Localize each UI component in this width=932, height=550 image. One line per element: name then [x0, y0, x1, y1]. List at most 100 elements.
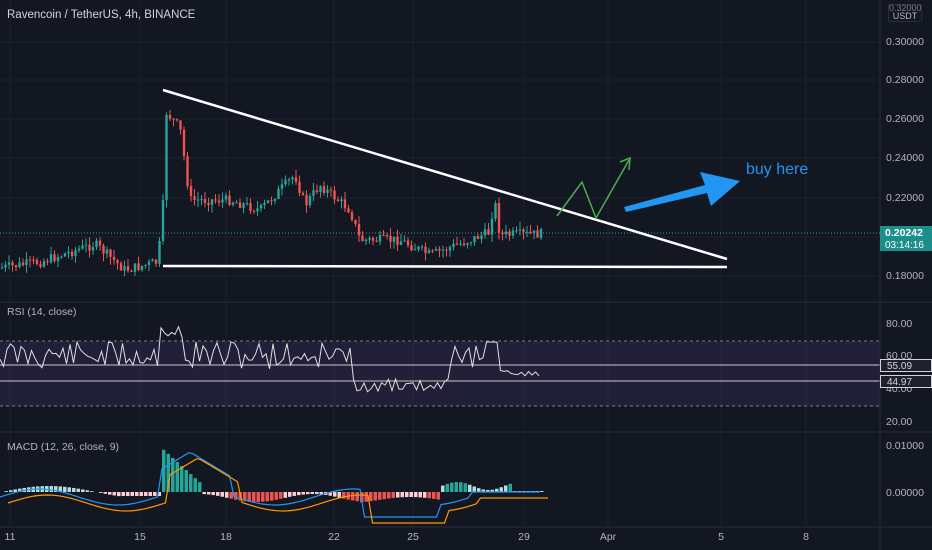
macd-histogram-bar	[436, 492, 440, 500]
macd-histogram-bar	[90, 491, 94, 492]
support-trendline[interactable]	[162, 264, 728, 269]
candle-body	[238, 202, 242, 208]
candle-body	[39, 264, 42, 267]
price-axis-label: 0.18000	[886, 270, 924, 282]
candle-body	[105, 249, 109, 254]
time-axis-label: 5	[718, 531, 724, 543]
macd-histogram-bar	[342, 492, 346, 499]
candle-body	[144, 264, 147, 266]
macd-histogram	[4, 449, 544, 503]
macd-histogram-bar	[315, 492, 319, 495]
macd-histogram-bar	[193, 478, 197, 492]
candle-body	[378, 235, 382, 242]
candle-body	[49, 254, 53, 263]
candle-body	[172, 118, 175, 120]
macd-histogram-bar	[427, 492, 431, 499]
rsi-axis-20: 20.00	[886, 416, 913, 428]
candle-body	[151, 259, 154, 262]
macd-histogram-bar	[364, 492, 368, 502]
candle-body	[32, 259, 35, 261]
candle-body	[203, 199, 207, 203]
candle-body	[133, 263, 137, 272]
macd-histogram-bar	[207, 492, 211, 495]
projected-path-arrow[interactable]	[556, 159, 630, 220]
macd-histogram-bar	[261, 492, 265, 502]
candle-body	[301, 192, 305, 195]
macd-histogram-bar	[184, 470, 188, 492]
candle-body	[298, 181, 301, 193]
candle-body	[235, 202, 238, 204]
macd-axis-zero: 0.00000	[886, 487, 924, 499]
candle-body	[455, 243, 459, 245]
rsi-title[interactable]: RSI (14, close)	[7, 306, 77, 318]
macd-histogram-bar	[270, 492, 274, 501]
candle-body	[277, 188, 280, 200]
candle-body	[217, 200, 221, 203]
candle-body	[0, 267, 4, 269]
candle-body	[175, 119, 179, 121]
macd-histogram-bar	[198, 482, 202, 492]
macd-histogram-bar	[454, 482, 458, 492]
currency-text: USDT	[892, 10, 918, 21]
macd-histogram-bar	[247, 492, 251, 502]
candle-body	[210, 199, 214, 205]
rsi-tag-lower: 44.97	[880, 375, 932, 388]
macd-histogram-bar	[9, 490, 13, 492]
macd-histogram-bar	[378, 492, 382, 500]
candle-body	[413, 249, 417, 251]
macd-title[interactable]: MACD (12, 26, close, 9)	[7, 441, 120, 453]
candle-body	[315, 190, 319, 192]
candle-body	[420, 246, 424, 248]
candle-body	[312, 190, 315, 197]
candle-body	[126, 266, 130, 271]
macd-line	[0, 451, 540, 518]
candle-body	[354, 219, 357, 224]
macd-histogram-bar	[189, 474, 193, 492]
candle-body	[476, 236, 480, 240]
candle-body	[515, 230, 518, 232]
macd-histogram-bar	[441, 485, 445, 492]
price-axis-label: 0.22000	[886, 192, 924, 204]
symbol-title[interactable]: Ravencoin / TetherUS, 4h, BINANCE	[7, 9, 196, 21]
candle-body	[179, 120, 182, 130]
candle-body	[186, 156, 189, 187]
candle-body	[322, 186, 326, 193]
currency-label[interactable]: 0.32000 USDT	[888, 4, 922, 22]
candle-body	[112, 256, 116, 261]
buy-here-annotation[interactable]: buy here	[746, 161, 809, 178]
macd-histogram-bar	[387, 492, 391, 499]
macd-histogram-bar	[472, 486, 476, 492]
candle-body	[448, 247, 452, 251]
macd-histogram-bar	[463, 483, 467, 492]
candle-body	[452, 243, 455, 248]
macd-histogram-bar	[99, 492, 103, 493]
candle-body	[81, 245, 84, 249]
candle-body	[214, 199, 217, 201]
candlestick-series	[0, 109, 543, 277]
candle-body	[501, 232, 504, 235]
resistance-trendline[interactable]	[162, 88, 728, 261]
macd-histogram-bar	[121, 492, 125, 496]
candle-body	[249, 202, 252, 211]
macd-histogram-bar	[310, 492, 314, 495]
macd-histogram-bar	[13, 489, 17, 492]
candle-body	[532, 230, 536, 234]
macd-histogram-bar	[252, 492, 256, 502]
macd-histogram-bar	[54, 486, 58, 492]
candle-body	[231, 202, 235, 205]
candle-body	[91, 247, 95, 251]
candle-body	[368, 238, 371, 240]
candle-body	[196, 199, 200, 201]
macd-histogram-bar	[306, 492, 310, 495]
candle-body	[487, 229, 490, 235]
buy-arrow[interactable]	[624, 172, 740, 212]
macd-histogram-bar	[400, 492, 404, 498]
candle-body	[14, 265, 18, 268]
macd-histogram-bar	[202, 492, 206, 495]
candle-body	[245, 202, 249, 204]
candle-body	[504, 231, 508, 235]
macd-histogram-bar	[85, 490, 89, 492]
candle-body	[130, 270, 133, 272]
macd-histogram-bar	[319, 492, 323, 495]
